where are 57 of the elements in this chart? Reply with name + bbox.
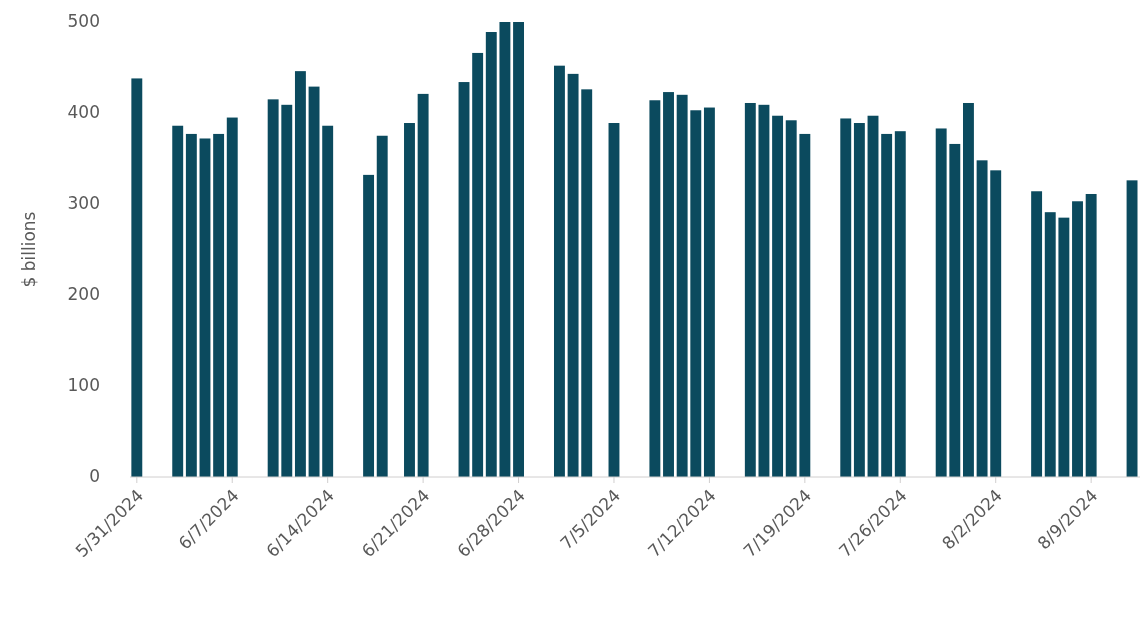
bar xyxy=(894,131,906,477)
bar xyxy=(799,133,811,477)
bar xyxy=(840,118,852,477)
bar xyxy=(867,115,879,477)
bar xyxy=(567,73,579,477)
bar xyxy=(581,89,593,477)
bar xyxy=(772,115,784,477)
bar xyxy=(458,82,470,477)
bar xyxy=(1126,180,1138,477)
bar xyxy=(990,170,1002,477)
bar xyxy=(485,32,497,477)
bar xyxy=(976,160,988,477)
bar xyxy=(785,120,797,477)
y-tick-label: 400 xyxy=(67,102,100,122)
bar xyxy=(322,125,334,477)
bar xyxy=(676,94,688,477)
bar xyxy=(744,102,756,477)
bar xyxy=(690,110,702,477)
bar xyxy=(1072,201,1083,477)
bar xyxy=(663,92,674,477)
bar xyxy=(881,133,893,477)
y-tick-label: 500 xyxy=(67,11,100,31)
bar xyxy=(376,135,388,477)
bar xyxy=(499,22,511,477)
bar xyxy=(294,71,306,477)
y-tick-label: 0 xyxy=(89,466,100,486)
y-axis-title: $ billions xyxy=(19,211,39,288)
bar xyxy=(363,174,375,477)
bar xyxy=(199,138,211,477)
bar xyxy=(1085,193,1097,477)
bar xyxy=(267,99,279,477)
bar xyxy=(417,93,429,477)
bar xyxy=(185,133,197,477)
bar xyxy=(472,52,484,477)
y-tick-label: 200 xyxy=(67,284,100,304)
y-tick-label: 300 xyxy=(67,193,100,213)
bar xyxy=(1058,217,1070,477)
bar xyxy=(935,128,947,477)
bar xyxy=(608,123,620,477)
bar xyxy=(1031,191,1043,477)
bar xyxy=(703,107,715,477)
bar xyxy=(513,22,524,477)
bar xyxy=(172,125,184,477)
bar xyxy=(281,104,293,477)
bar xyxy=(213,133,225,477)
y-tick-label: 100 xyxy=(67,375,100,395)
bar xyxy=(131,78,143,477)
bar xyxy=(404,123,415,477)
bar xyxy=(949,143,961,477)
bar xyxy=(758,104,770,477)
bar xyxy=(226,117,238,477)
bar xyxy=(853,123,865,477)
bar xyxy=(962,102,974,477)
bar xyxy=(1044,212,1056,477)
bar xyxy=(554,65,565,477)
bar xyxy=(308,86,320,477)
bar xyxy=(649,100,661,477)
